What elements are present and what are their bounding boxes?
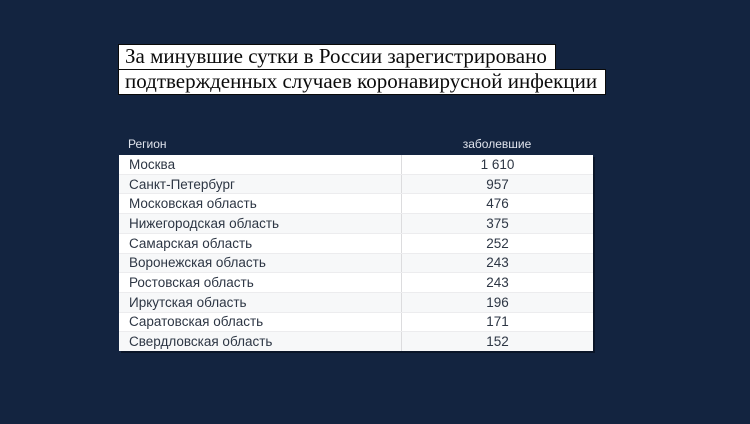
page-title-line-1: За минувшие сутки в России зарегистриров… bbox=[118, 44, 556, 70]
table-row: Воронежская область 243 bbox=[119, 252, 593, 273]
table-row: Нижегородская область 375 bbox=[119, 213, 593, 233]
cases-table: Москва 1 610 Санкт-Петербург 957 Московс… bbox=[119, 155, 593, 352]
region-cell: Нижегородская область bbox=[129, 215, 280, 231]
cases-cell: 375 bbox=[401, 214, 593, 233]
cases-cell: 196 bbox=[401, 292, 593, 312]
table-row: Ростовская область 243 bbox=[119, 272, 593, 292]
region-cell: Иркутская область bbox=[129, 294, 247, 310]
cases-cell: 243 bbox=[401, 253, 593, 273]
table-row: Московская область 476 bbox=[119, 193, 593, 214]
region-cell: Ростовская область bbox=[129, 275, 254, 291]
region-cell: Санкт-Петербург bbox=[129, 176, 235, 192]
cases-cell: 957 bbox=[401, 174, 593, 194]
region-cell: Свердловская область bbox=[129, 334, 273, 350]
column-header-cases: заболевшие bbox=[462, 137, 532, 151]
column-header-region: Регион bbox=[128, 137, 167, 151]
page-title: За минувшие сутки в России зарегистриров… bbox=[118, 44, 607, 95]
table-header: Регион заболевшие bbox=[119, 136, 593, 152]
cases-cell: 243 bbox=[401, 273, 593, 292]
table-row: Санкт-Петербург 957 bbox=[119, 173, 593, 194]
region-cell: Воронежская область bbox=[129, 255, 266, 271]
cases-cell: 171 bbox=[401, 312, 593, 332]
cases-cell: 476 bbox=[401, 194, 593, 214]
cases-cell: 252 bbox=[401, 233, 593, 253]
cases-cell: 1 610 bbox=[401, 155, 593, 174]
table-row: Свердловская область 152 bbox=[119, 331, 593, 352]
table-row: Москва 1 610 bbox=[119, 155, 593, 174]
cases-cell: 152 bbox=[401, 332, 593, 352]
region-cell: Саратовская область bbox=[129, 314, 264, 330]
table-row: Саратовская область 171 bbox=[119, 311, 593, 332]
page-title-line-2: подтвержденных случаев коронавирусной ин… bbox=[118, 69, 607, 95]
table-row: Иркутская область 196 bbox=[119, 291, 593, 312]
region-cell: Московская область bbox=[129, 196, 257, 212]
table-row: Самарская область 252 bbox=[119, 232, 593, 253]
region-cell: Москва bbox=[129, 156, 176, 172]
region-cell: Самарская область bbox=[129, 235, 253, 251]
